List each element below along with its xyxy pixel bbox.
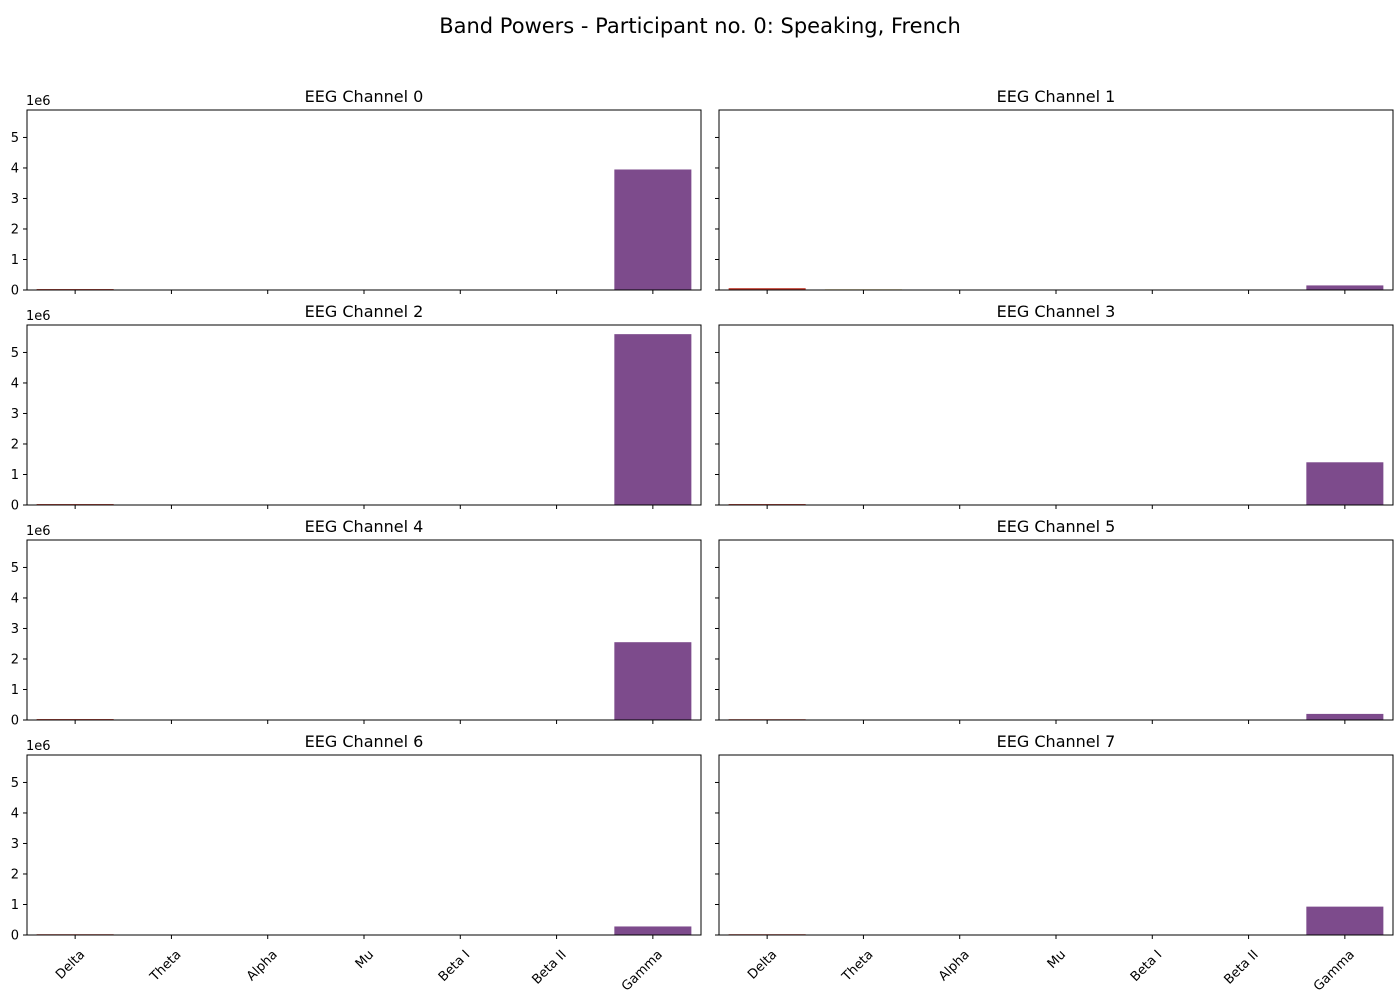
x-tick-label: Beta I (436, 947, 473, 984)
subplot-title: EEG Channel 1 (997, 87, 1116, 106)
y-tick-label: 0 (11, 284, 19, 299)
x-tick-label: Alpha (244, 947, 281, 984)
y-tick-label: 1 (11, 468, 19, 483)
y-tick-label: 5 (11, 131, 19, 146)
subplot-title: EEG Channel 3 (997, 302, 1116, 321)
bar-gamma (1306, 906, 1384, 935)
subplot-channel-7: EEG Channel 7 Delta Theta Alpha Mu Beta I Beta… (715, 732, 1394, 994)
plot-frame (718, 324, 1394, 506)
y-tick-label: 0 (11, 714, 19, 729)
bar-gamma (614, 642, 692, 720)
y-tick-label: 5 (11, 561, 19, 576)
y-tick-label: 4 (11, 806, 19, 821)
plot-frame (26, 109, 702, 291)
subplot-title: EEG Channel 4 (305, 517, 424, 536)
y-scale-label: 1e6 (26, 524, 51, 539)
bar-gamma (1306, 462, 1384, 505)
y-scale-label: 1e6 (26, 739, 51, 754)
y-tick-label: 2 (11, 652, 19, 667)
subplot-channel-6: EEG Channel 6 0 1 2 3 4 5 1e6 Delta Theta Alpha Mu B… (11, 732, 702, 994)
y-tick-label: 1 (11, 253, 19, 268)
subplot-title: EEG Channel 7 (997, 732, 1116, 751)
y-tick-label: 5 (11, 346, 19, 361)
bar-delta (728, 288, 806, 290)
subplot-title: EEG Channel 5 (997, 517, 1116, 536)
y-tick-label: 0 (11, 499, 19, 514)
x-tick-label: Beta II (1221, 947, 1261, 987)
x-tick-label: Delta (745, 947, 780, 982)
subplot-title: EEG Channel 2 (305, 302, 424, 321)
subplot-channel-4: EEG Channel 4 0 1 2 3 4 5 1e6 (11, 517, 702, 729)
x-tick-label: Theta (147, 947, 185, 985)
plot-frame (26, 754, 702, 936)
subplot-channel-2: EEG Channel 2 0 1 2 3 4 5 1e6 (11, 302, 702, 514)
bar-gamma (1306, 285, 1384, 290)
y-tick-label: 3 (11, 407, 19, 422)
plot-frame (718, 109, 1394, 291)
subplot-title: EEG Channel 0 (305, 87, 424, 106)
y-tick-label: 4 (11, 591, 19, 606)
x-tick-label: Mu (353, 947, 377, 971)
y-tick-label: 1 (11, 898, 19, 913)
bar-gamma (614, 926, 692, 935)
x-tick-label: Beta II (529, 947, 569, 987)
subplot-title: EEG Channel 6 (305, 732, 424, 751)
y-tick-label: 3 (11, 837, 19, 852)
x-tick-label: Beta I (1128, 947, 1165, 984)
bar-gamma (614, 334, 692, 505)
subplot-channel-1: EEG Channel 1 (715, 87, 1394, 294)
plot-frame (718, 539, 1394, 721)
plot-frame (26, 324, 702, 506)
plot-frame (26, 539, 702, 721)
bar-gamma (614, 169, 692, 290)
y-tick-label: 4 (11, 161, 19, 176)
x-tick-label: Alpha (936, 947, 973, 984)
x-tick-label: Gamma (1311, 947, 1358, 994)
figure-title: Band Powers - Participant no. 0: Speakin… (439, 14, 961, 38)
y-scale-label: 1e6 (26, 94, 51, 109)
subplot-channel-5: EEG Channel 5 (715, 517, 1394, 724)
plot-frame (718, 754, 1394, 936)
x-tick-label: Mu (1045, 947, 1069, 971)
y-tick-label: 2 (11, 222, 19, 237)
y-tick-label: 0 (11, 929, 19, 944)
y-tick-label: 2 (11, 437, 19, 452)
y-tick-label: 3 (11, 622, 19, 637)
y-tick-label: 3 (11, 192, 19, 207)
y-scale-label: 1e6 (26, 309, 51, 324)
subplot-channel-0: EEG Channel 0 0 1 2 3 4 5 1e6 (11, 87, 702, 299)
x-tick-label: Gamma (619, 947, 666, 994)
y-tick-label: 5 (11, 776, 19, 791)
bar-gamma (1306, 713, 1384, 720)
y-tick-label: 4 (11, 376, 19, 391)
subplot-channel-3: EEG Channel 3 (715, 302, 1394, 509)
x-tick-label: Delta (53, 947, 88, 982)
x-tick-label: Theta (839, 947, 877, 985)
y-tick-label: 2 (11, 867, 19, 882)
y-tick-label: 1 (11, 683, 19, 698)
